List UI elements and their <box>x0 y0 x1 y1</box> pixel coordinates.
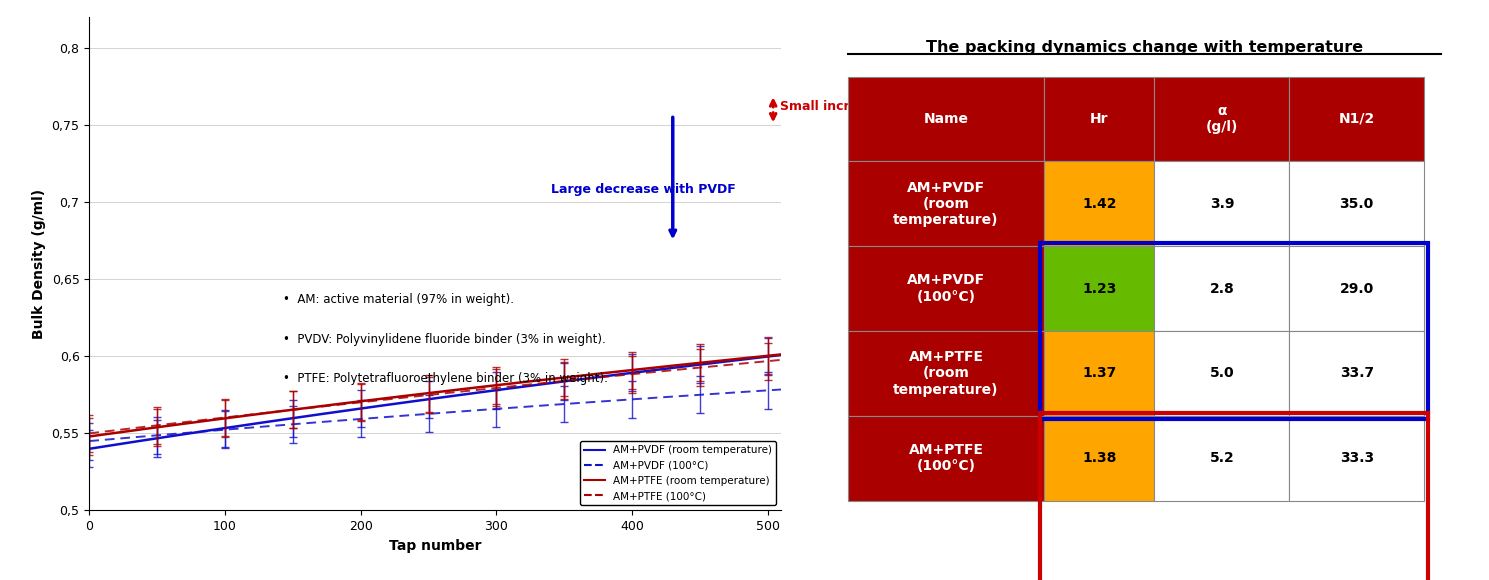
AM+PVDF (room temperature) <box>488 387 506 394</box>
Text: AM+PVDF
(room
temperature): AM+PVDF (room temperature) <box>893 180 999 227</box>
Text: 33.7: 33.7 <box>1340 367 1374 380</box>
AM+PTFE (room temperature) <box>203 416 220 423</box>
AM+PVDF (room temperature) <box>258 418 275 425</box>
AM+PVDF (room temperature) <box>80 445 98 452</box>
FancyBboxPatch shape <box>849 246 1044 331</box>
FancyBboxPatch shape <box>1289 416 1423 501</box>
AM+PVDF (100°C) <box>773 386 791 393</box>
Text: α
(g/l): α (g/l) <box>1206 104 1237 134</box>
Text: AM+PVDF
(100°C): AM+PVDF (100°C) <box>907 273 986 304</box>
Text: Name: Name <box>923 112 969 126</box>
AM+PVDF (room temperature) <box>393 399 411 406</box>
AM+PTFE (room temperature) <box>602 369 619 376</box>
AM+PVDF (room temperature) <box>542 379 560 386</box>
Line: AM+PTFE (100°C): AM+PTFE (100°C) <box>89 360 782 433</box>
AM+PTFE (100°C) <box>488 385 506 392</box>
AM+PVDF (100°C) <box>542 401 560 408</box>
Text: •  PVDV: Polyvinylidene fluoride binder (3% in weight).: • PVDV: Polyvinylidene fluoride binder (… <box>283 333 606 346</box>
Text: The packing dynamics change with temperature: The packing dynamics change with tempera… <box>926 39 1362 55</box>
FancyBboxPatch shape <box>1154 331 1289 416</box>
FancyBboxPatch shape <box>849 331 1044 416</box>
AM+PVDF (100°C) <box>602 397 619 404</box>
Text: Large decrease with PVDF: Large decrease with PVDF <box>551 183 736 197</box>
AM+PVDF (100°C) <box>203 427 220 434</box>
FancyBboxPatch shape <box>1154 246 1289 331</box>
Text: 1.42: 1.42 <box>1083 197 1117 211</box>
FancyBboxPatch shape <box>1154 416 1289 501</box>
FancyBboxPatch shape <box>1044 331 1154 416</box>
AM+PTFE (100°C) <box>203 415 220 422</box>
FancyBboxPatch shape <box>849 416 1044 501</box>
FancyBboxPatch shape <box>1154 161 1289 246</box>
Text: Hr: Hr <box>1090 112 1109 126</box>
Text: •  AM: active material (97% in weight).: • AM: active material (97% in weight). <box>283 293 514 306</box>
AM+PTFE (room temperature) <box>258 409 275 416</box>
FancyBboxPatch shape <box>1044 161 1154 246</box>
Y-axis label: Bulk Density (g/ml): Bulk Density (g/ml) <box>33 189 46 339</box>
Text: AM+PTFE
(100°C): AM+PTFE (100°C) <box>908 443 984 473</box>
AM+PTFE (room temperature) <box>488 382 506 389</box>
Text: 29.0: 29.0 <box>1340 281 1374 296</box>
Text: 5.2: 5.2 <box>1209 451 1234 465</box>
AM+PVDF (100°C) <box>258 423 275 430</box>
FancyBboxPatch shape <box>1289 77 1423 161</box>
AM+PTFE (100°C) <box>258 409 275 416</box>
FancyBboxPatch shape <box>849 161 1044 246</box>
AM+PVDF (room temperature) <box>203 426 220 433</box>
FancyBboxPatch shape <box>1289 246 1423 331</box>
AM+PVDF (100°C) <box>488 405 506 412</box>
Text: 3.9: 3.9 <box>1209 197 1234 211</box>
Text: 2.8: 2.8 <box>1209 281 1234 296</box>
Line: AM+PVDF (room temperature): AM+PVDF (room temperature) <box>89 355 782 449</box>
Legend: AM+PVDF (room temperature), AM+PVDF (100°C), AM+PTFE (room temperature), AM+PTFE: AM+PVDF (room temperature), AM+PVDF (100… <box>579 441 776 505</box>
AM+PTFE (100°C) <box>393 394 411 401</box>
Text: Small increase with PTFE: Small increase with PTFE <box>780 100 956 113</box>
AM+PVDF (room temperature) <box>773 351 791 358</box>
FancyBboxPatch shape <box>849 77 1044 161</box>
Text: 1.23: 1.23 <box>1083 281 1117 296</box>
AM+PTFE (room temperature) <box>542 375 560 382</box>
AM+PTFE (room temperature) <box>393 393 411 400</box>
Text: •  PTFE: Polytetrafluoroethylene binder (3% in weight).: • PTFE: Polytetrafluoroethylene binder (… <box>283 372 608 385</box>
AM+PTFE (room temperature) <box>80 433 98 440</box>
Text: 5.0: 5.0 <box>1209 367 1234 380</box>
AM+PTFE (100°C) <box>542 379 560 386</box>
Text: 35.0: 35.0 <box>1340 197 1374 211</box>
X-axis label: Tap number: Tap number <box>389 539 481 553</box>
FancyBboxPatch shape <box>1044 246 1154 331</box>
Text: N1/2: N1/2 <box>1339 112 1374 126</box>
AM+PTFE (room temperature) <box>773 351 791 358</box>
FancyBboxPatch shape <box>1289 161 1423 246</box>
Text: 33.3: 33.3 <box>1340 451 1374 465</box>
AM+PVDF (room temperature) <box>602 372 619 379</box>
AM+PVDF (100°C) <box>393 412 411 419</box>
Text: 1.37: 1.37 <box>1083 367 1117 380</box>
AM+PTFE (100°C) <box>80 430 98 437</box>
FancyBboxPatch shape <box>1289 331 1423 416</box>
Text: 1.38: 1.38 <box>1083 451 1117 465</box>
AM+PTFE (100°C) <box>773 356 791 363</box>
FancyBboxPatch shape <box>1044 77 1154 161</box>
FancyBboxPatch shape <box>1044 416 1154 501</box>
Line: AM+PTFE (room temperature): AM+PTFE (room temperature) <box>89 354 782 436</box>
AM+PTFE (100°C) <box>602 373 619 380</box>
Text: AM+PTFE
(room
temperature): AM+PTFE (room temperature) <box>893 350 999 397</box>
FancyBboxPatch shape <box>1154 77 1289 161</box>
AM+PVDF (100°C) <box>80 437 98 444</box>
Line: AM+PVDF (100°C): AM+PVDF (100°C) <box>89 390 782 441</box>
